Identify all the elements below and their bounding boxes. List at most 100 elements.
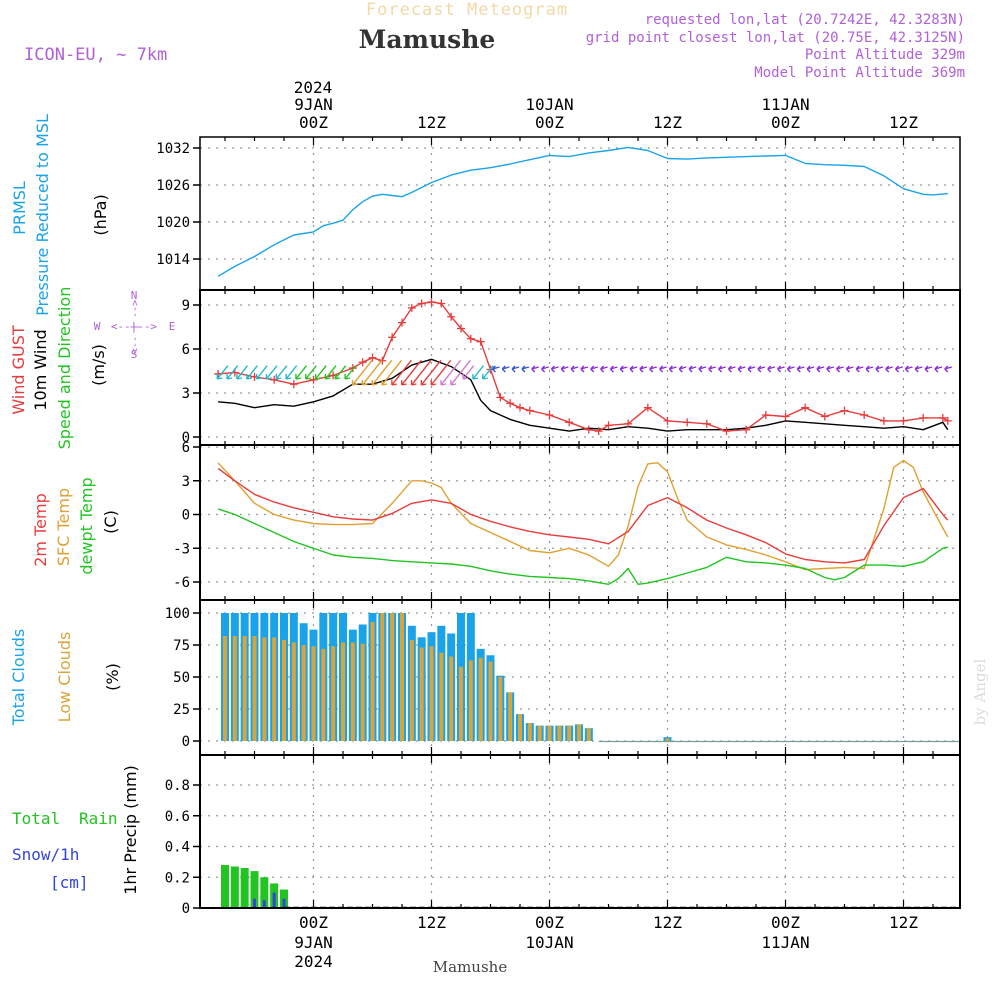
bottom-date-label: 11JAN	[761, 933, 809, 952]
wind-gust-marker	[348, 364, 357, 373]
wind-direction-arrow	[826, 365, 834, 373]
wind-gust-marker	[565, 418, 574, 427]
wind-direction-arrow-head	[420, 380, 427, 386]
top-hour-label: 00Z	[771, 113, 800, 132]
wind-gust-marker	[417, 299, 426, 308]
panel-frame	[199, 754, 961, 909]
y-tick-label: 9	[182, 298, 190, 314]
wind-gust-marker	[516, 403, 524, 412]
wind-gust-marker	[289, 380, 298, 389]
top-date-label: 10JAN	[525, 95, 573, 114]
compass-n: N	[131, 289, 138, 302]
wind-direction-arrow	[246, 365, 258, 380]
y-tick-label: 3	[182, 386, 190, 402]
wind-gust-marker	[270, 375, 279, 384]
wind-direction-arrow-head	[440, 380, 447, 386]
wind-direction-arrow-head	[334, 374, 341, 380]
precip-label-cm: [cm]	[50, 873, 89, 892]
wind-direction-arrow	[806, 365, 815, 373]
wind-direction-arrow	[401, 359, 422, 386]
wind-gust-marker	[506, 399, 515, 408]
bottom-hour-label: 00Z	[535, 913, 564, 932]
wind-direction-arrow	[550, 365, 559, 373]
pressure-label-prmsl: PRMSL	[10, 181, 29, 235]
bottom-hour-label: 12Z	[653, 913, 682, 932]
info-line-gridpoint: grid point closest lon,lat (20.75E, 42.3…	[586, 30, 965, 46]
bar-low-cloud	[459, 666, 463, 741]
wind-direction-arrow	[816, 365, 825, 373]
y-tick-label: 0	[182, 901, 190, 917]
wind-gust-marker	[722, 427, 731, 436]
bar-low-cloud	[547, 725, 552, 741]
wind-gust-marker	[594, 427, 603, 436]
bar-low-cloud	[567, 725, 572, 741]
y-tick-label: 0	[182, 508, 190, 524]
bar-low-cloud	[341, 642, 345, 741]
wind-direction-arrow	[737, 365, 746, 373]
top-hour-label: 00Z	[535, 113, 564, 132]
y-tick-label: 1020	[156, 215, 190, 231]
bar-low-cloud	[429, 646, 434, 741]
bar-low-cloud	[321, 648, 326, 741]
wind-direction-arrow-head	[391, 380, 398, 386]
clouds-label-low: Low Clouds	[55, 632, 74, 723]
wind-direction-arrow	[718, 365, 726, 373]
bar-low-cloud	[527, 723, 532, 741]
wind-direction-arrow	[324, 365, 337, 380]
wind-gust-marker	[663, 416, 672, 425]
wind-direction-arrow-head	[361, 380, 368, 386]
bar-low-cloud	[537, 725, 542, 741]
wind-gust-marker	[781, 412, 790, 421]
bar-low-cloud	[282, 639, 286, 741]
wind-direction-arrow	[855, 365, 864, 373]
wind-label-speed-dir: Speed and Direction	[55, 287, 74, 450]
bar-low-cloud	[557, 725, 562, 741]
wind-direction-arrow	[371, 359, 393, 386]
compass-s: S	[131, 348, 138, 361]
temp-unit: (C)	[101, 510, 120, 534]
precip-label-total: Total	[12, 809, 60, 828]
top-date-label: 11JAN	[761, 95, 809, 114]
wind-direction-arrow	[381, 359, 403, 386]
bar-low-cloud	[272, 637, 277, 741]
wind-direction-arrow	[560, 365, 569, 373]
y-tick-label: 50	[173, 670, 190, 686]
compass-vertical-arrows: <-- | -->	[130, 300, 141, 354]
wind-direction-arrow	[315, 365, 327, 380]
wind-direction-arrow	[629, 365, 638, 373]
wind-gust-marker	[457, 324, 465, 333]
wind-direction-arrow-head	[305, 374, 311, 380]
wind-direction-arrow	[265, 365, 278, 380]
bar-snow	[262, 900, 266, 908]
temp-label-2m: 2m Temp	[31, 493, 50, 567]
wind-direction-arrow	[440, 359, 462, 386]
wind-gust-marker	[407, 303, 416, 312]
wind-direction-arrow	[472, 365, 484, 380]
wind-gust-marker	[496, 393, 505, 402]
bar-low-cloud	[350, 642, 355, 741]
wind-direction-arrow	[334, 365, 347, 380]
footer-title: Mamushe	[433, 958, 508, 976]
wind-direction-arrow	[501, 365, 510, 373]
bottom-date-label: 9JAN	[294, 933, 333, 952]
bar-low-cloud	[518, 714, 522, 741]
wind-direction-arrow	[531, 365, 539, 373]
info-line-point-altitude: Point Altitude 329m	[805, 47, 965, 63]
wind-direction-arrow	[727, 365, 736, 373]
bar-low-cloud	[577, 724, 581, 741]
bar-low-cloud	[223, 636, 227, 741]
wind-direction-arrow	[777, 365, 785, 373]
info-line-model-altitude: Model Point Altitude 369m	[754, 65, 965, 81]
wind-direction-arrow	[275, 365, 288, 380]
wind-direction-arrow	[295, 365, 307, 380]
y-tick-label: 100	[165, 606, 190, 622]
wind-gust-marker	[476, 337, 485, 346]
bar-low-cloud	[311, 646, 316, 741]
wind-direction-arrow-head	[216, 374, 223, 380]
precip-label-snow: Snow/1h	[12, 845, 79, 864]
wind-direction-arrow-head	[472, 374, 479, 380]
wind-direction-arrow-head	[236, 374, 243, 380]
temp-2m-line	[217, 467, 949, 564]
wind-compass: N W E S <--|--> <-- | -->	[94, 289, 176, 361]
